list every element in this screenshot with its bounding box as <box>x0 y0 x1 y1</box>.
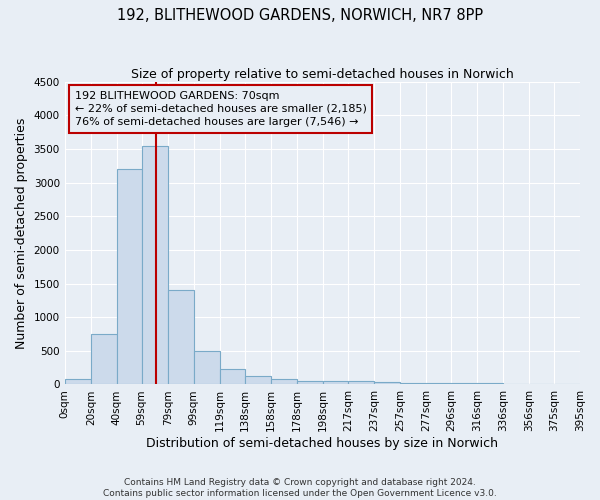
Bar <box>297 381 323 384</box>
Bar <box>65 380 91 384</box>
Bar <box>245 376 271 384</box>
Bar <box>348 381 374 384</box>
X-axis label: Distribution of semi-detached houses by size in Norwich: Distribution of semi-detached houses by … <box>146 437 499 450</box>
Text: 192 BLITHEWOOD GARDENS: 70sqm
← 22% of semi-detached houses are smaller (2,185)
: 192 BLITHEWOOD GARDENS: 70sqm ← 22% of s… <box>75 91 367 127</box>
Bar <box>374 382 400 384</box>
Text: Contains HM Land Registry data © Crown copyright and database right 2024.
Contai: Contains HM Land Registry data © Crown c… <box>103 478 497 498</box>
Bar <box>142 146 168 384</box>
Title: Size of property relative to semi-detached houses in Norwich: Size of property relative to semi-detach… <box>131 68 514 80</box>
Y-axis label: Number of semi-detached properties: Number of semi-detached properties <box>15 118 28 349</box>
Bar <box>323 381 348 384</box>
Text: 192, BLITHEWOOD GARDENS, NORWICH, NR7 8PP: 192, BLITHEWOOD GARDENS, NORWICH, NR7 8P… <box>117 8 483 22</box>
Bar <box>168 290 194 384</box>
Bar <box>117 169 142 384</box>
Bar <box>426 383 451 384</box>
Bar <box>271 380 297 384</box>
Bar <box>91 334 117 384</box>
Bar <box>451 383 477 384</box>
Bar <box>220 369 245 384</box>
Bar <box>194 351 220 384</box>
Bar <box>400 383 426 384</box>
